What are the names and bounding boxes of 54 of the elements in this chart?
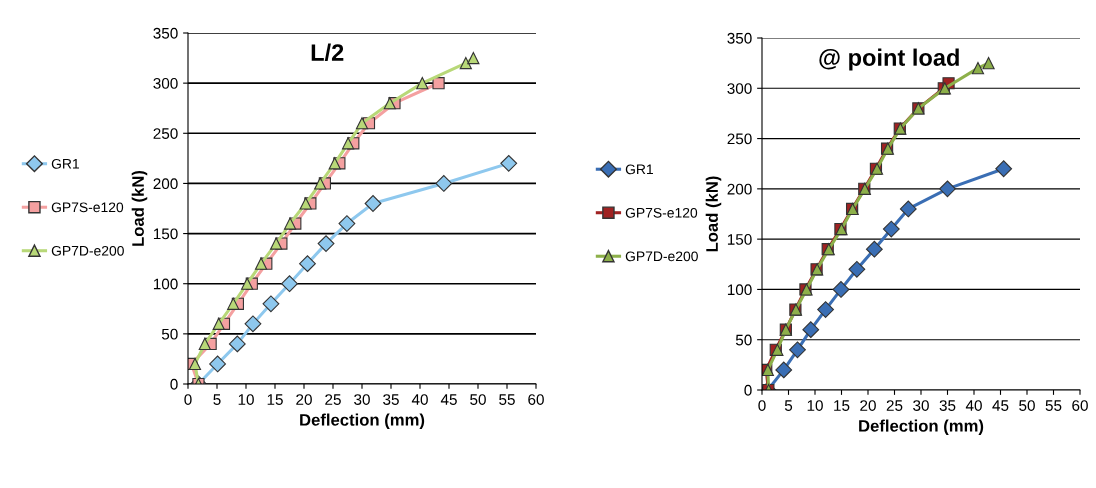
x-tick-label: 60 (528, 394, 544, 405)
x-tick-label: 20 (296, 394, 312, 405)
y-tick-label: 250 (727, 133, 752, 145)
y-tick-label: 0 (170, 378, 178, 390)
legend-label: GP7D-e200 (625, 251, 698, 262)
y-tick-label: 50 (735, 334, 752, 346)
x-tick-label: 45 (992, 400, 1009, 411)
x-tick-label: 50 (470, 394, 486, 405)
x-axis-title: Deflection (mm) (300, 413, 425, 430)
x-tick-label: 0 (184, 394, 192, 405)
x-tick-label: 15 (267, 394, 283, 405)
y-axis-title: Load (kN) (131, 170, 148, 246)
x-tick-label: 45 (440, 394, 457, 405)
x-tick-label: 20 (860, 400, 876, 411)
legend-label: GR1 (625, 164, 653, 175)
x-tick-label: 25 (325, 394, 341, 405)
y-tick-label: 300 (727, 83, 752, 94)
x-tick-label: 5 (784, 400, 793, 411)
x-tick-label: 55 (499, 394, 515, 405)
y-tick-label: 150 (153, 228, 178, 240)
legend-label: GP7S-e120 (625, 207, 698, 218)
y-tick-label: 350 (727, 32, 752, 44)
chart-title: L/2 (311, 43, 344, 62)
x-tick-label: 35 (383, 394, 399, 405)
x-tick-label: 10 (807, 400, 823, 411)
x-tick-label: 10 (238, 394, 254, 405)
y-tick-label: 150 (727, 234, 752, 245)
x-tick-label: 50 (1019, 400, 1035, 411)
x-tick-label: 25 (886, 400, 903, 411)
x-tick-label: 30 (354, 394, 370, 405)
x-tick-label: 30 (913, 400, 929, 411)
y-tick-label: 200 (153, 178, 178, 190)
x-axis-title: Deflection (mm) (859, 419, 984, 436)
y-tick-label: 0 (744, 384, 752, 396)
y-axis-title: Load (kN) (705, 176, 722, 252)
y-tick-label: 100 (153, 278, 178, 290)
y-tick-label: 100 (727, 284, 752, 296)
legend-label: GR1 (51, 158, 79, 169)
legend-label: GP7D-e200 (51, 245, 124, 256)
x-tick-label: 40 (411, 394, 428, 405)
x-tick-label: 60 (1072, 400, 1088, 411)
x-tick-label: 40 (965, 400, 982, 411)
x-tick-label: 0 (758, 400, 766, 411)
y-tick-label: 350 (153, 27, 178, 39)
x-tick-label: 5 (213, 394, 221, 405)
y-tick-label: 250 (153, 128, 178, 139)
legend-label: GP7S-e120 (51, 202, 124, 213)
y-tick-label: 200 (727, 183, 752, 195)
x-tick-label: 35 (939, 400, 956, 411)
chart-title: @ point load (819, 48, 959, 71)
y-tick-label: 50 (161, 328, 178, 340)
y-tick-label: 300 (153, 78, 178, 89)
x-tick-label: 55 (1045, 400, 1062, 411)
x-tick-label: 15 (834, 400, 850, 411)
